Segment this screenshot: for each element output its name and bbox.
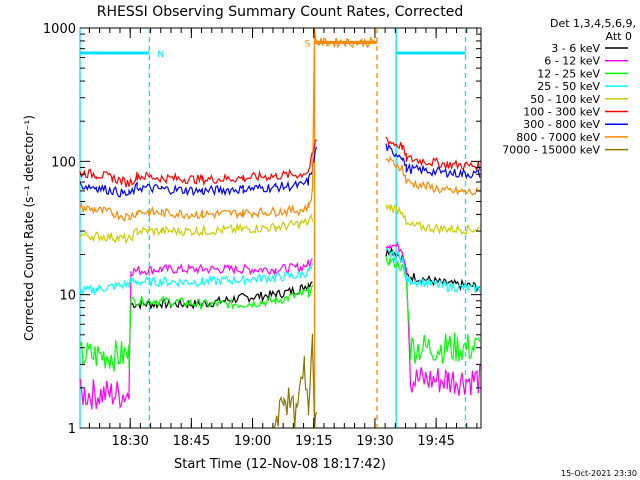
chart-title: RHESSI Observing Summary Count Rates, Co… — [97, 4, 463, 20]
legend-entry-label: 25 - 50 keV — [537, 80, 600, 93]
x-tick-label: 18:45 — [173, 434, 210, 449]
series-layer — [79, 27, 481, 429]
legend-header-line-1: Det 1,3,4,5,6,9, — [550, 17, 636, 30]
legend-entry-label: 3 - 6 keV — [551, 42, 600, 55]
series-line — [385, 203, 480, 236]
legend-entry-label: 7000 - 15000 keV — [502, 144, 600, 157]
y-axis: 1 10 100 1000 — [43, 22, 481, 437]
intervals-layer: NS — [79, 28, 467, 428]
series-line — [130, 281, 313, 311]
legend-entry-label: 6 - 12 keV — [544, 55, 600, 68]
legend-header-line-2: Att 0 — [606, 30, 632, 43]
series-line — [385, 247, 481, 293]
series-line — [273, 333, 318, 429]
series-line — [79, 263, 314, 296]
y-axis-label: Corrected Count Rate (s⁻¹ detector⁻¹) — [22, 115, 36, 341]
series-line — [79, 213, 314, 245]
series-line — [385, 255, 481, 364]
x-tick-label: 19:15 — [295, 434, 332, 449]
legend-entry-label: 800 - 7000 keV — [516, 131, 600, 144]
series-line — [385, 155, 481, 196]
legend-entry-label: 50 - 100 keV — [530, 93, 600, 106]
y-tick-label: 1 — [68, 422, 76, 437]
series-line — [79, 27, 374, 222]
series-line — [385, 241, 481, 396]
y-tick-label: 1000 — [43, 22, 76, 37]
y-tick-label: 10 — [59, 289, 76, 304]
series-line — [79, 284, 314, 372]
x-tick-label: 19:30 — [356, 434, 393, 449]
x-tick-label: 18:30 — [111, 434, 148, 449]
series-line — [79, 139, 318, 188]
x-tick-label: 19:00 — [234, 434, 271, 449]
x-axis: 18:30 18:45 19:00 19:15 19:30 19:45 — [88, 28, 478, 449]
y-tick-label: 100 — [51, 155, 76, 170]
interval-label: S — [305, 39, 311, 49]
x-axis-label: Start Time (12-Nov-08 18:17:42) — [174, 457, 386, 472]
x-tick-label: 19:45 — [417, 434, 454, 449]
legend-entry-label: 300 - 800 keV — [523, 118, 600, 131]
series-line — [385, 143, 481, 180]
timestamp: 15-Oct-2021 23:30 — [561, 469, 637, 478]
series-line — [79, 146, 318, 198]
legend-entry-label: 12 - 25 keV — [537, 67, 600, 80]
interval-label: N — [157, 50, 164, 60]
legend-entry-label: 100 - 300 keV — [523, 106, 600, 119]
series-line — [79, 258, 313, 410]
